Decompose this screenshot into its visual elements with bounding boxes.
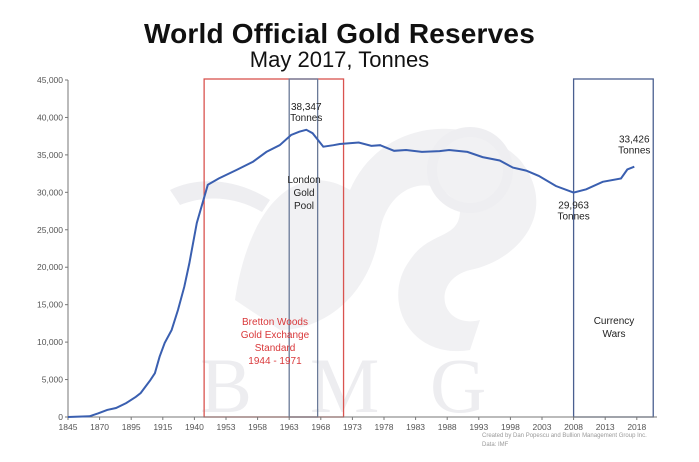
watermark-logo: B M G: [170, 127, 537, 429]
x-tick-label: 1870: [90, 422, 109, 432]
x-tick-label: 1978: [375, 422, 394, 432]
series-line-gold-reserves: [67, 128, 635, 418]
region-label-0: Bretton Woods Gold Exchange Standard 1944 -…: [241, 317, 310, 367]
data-annotation-1: 29,963 Tonnes: [557, 201, 589, 223]
x-tick-label: 1988: [438, 422, 457, 432]
y-tick-label: 20,000: [37, 262, 63, 272]
x-tick-label: 1958: [248, 422, 267, 432]
x-tick-label: 1993: [469, 422, 488, 432]
x-tick-label: 2018: [627, 422, 646, 432]
data-source: Data: IMF: [482, 442, 509, 448]
x-tick-label: 2003: [533, 422, 552, 432]
y-tick-label: 15,000: [37, 300, 63, 310]
y-tick-label: 10,000: [37, 337, 63, 347]
region-label-line: Wars: [603, 329, 626, 340]
x-tick-label: 1895: [122, 422, 141, 432]
annotation-line: 33,426: [619, 135, 650, 146]
y-tick-label: 30,000: [37, 187, 63, 197]
x-tick-label: 1953: [217, 422, 236, 432]
region-label-1: London Gold Pool: [287, 175, 320, 212]
x-tick-label: 1915: [153, 422, 172, 432]
region-label-2: Currency Wars: [594, 316, 635, 340]
x-tick-label: 1983: [406, 422, 425, 432]
region-label-line: Gold: [293, 188, 314, 199]
y-tick-label: 40,000: [37, 112, 63, 122]
y-tick-label: 45,000: [37, 75, 63, 85]
watermark-m: M: [310, 342, 379, 429]
annotation-line: Tonnes: [290, 113, 322, 124]
region-box-2: [572, 78, 654, 418]
y-tick-label: 35,000: [37, 150, 63, 160]
x-tick-label: 1845: [59, 422, 78, 432]
watermark-b: B: [200, 342, 252, 429]
annotation-line: 38,347: [291, 102, 322, 113]
x-tick-label: 1968: [311, 422, 330, 432]
chart-title: World Official Gold Reserves: [144, 18, 535, 49]
credit-line: Created by Dan Popescu and Bullion Manag…: [482, 433, 647, 439]
region-label-line: London: [287, 175, 320, 186]
region-label-line: Pool: [294, 201, 314, 212]
y-tick-label: 5,000: [42, 375, 64, 385]
watermark-g: G: [430, 342, 486, 429]
x-tick-label: 1963: [280, 422, 299, 432]
data-annotation-2: 33,426 Tonnes: [618, 135, 650, 157]
data-annotation-0: 38,347 Tonnes: [290, 102, 322, 124]
region-label-line: Currency: [594, 316, 635, 327]
annotation-line: Tonnes: [618, 146, 650, 157]
x-tick-label: 1940: [185, 422, 204, 432]
annotation-line: Tonnes: [557, 212, 589, 223]
y-tick-label: 0: [58, 412, 63, 422]
y-tick-label: 25,000: [37, 225, 63, 235]
region-label-line: Standard: [255, 343, 296, 354]
annotation-line: 29,963: [558, 201, 589, 212]
x-tick-label: 1998: [501, 422, 520, 432]
x-tick-label: 1973: [343, 422, 362, 432]
x-tick-label: 2008: [564, 422, 583, 432]
region-label-line: Bretton Woods: [242, 317, 308, 328]
region-label-line: Gold Exchange: [241, 330, 310, 341]
x-tick-label: 2013: [596, 422, 615, 432]
region-label-line: 1944 - 1971: [248, 356, 302, 367]
chart-subtitle: May 2017, Tonnes: [249, 47, 430, 72]
